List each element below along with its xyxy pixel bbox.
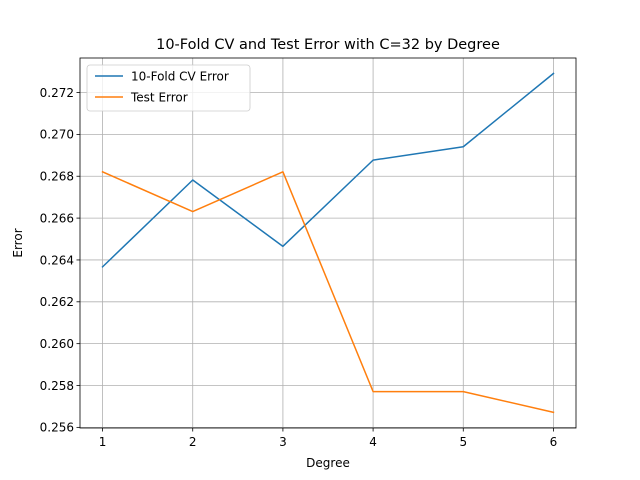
y-tick-label: 0.270	[40, 128, 74, 142]
x-tick-label: 1	[99, 435, 107, 449]
legend-frame	[86, 64, 251, 112]
x-tick-label: 2	[189, 435, 197, 449]
legend-label-test-error: Test Error	[130, 90, 188, 104]
y-tick-label: 0.268	[40, 170, 74, 184]
chart-title: 10-Fold CV and Test Error with C=32 by D…	[156, 37, 500, 53]
series-line-test-error	[101, 170, 555, 414]
y-tick-label: 0.264	[40, 253, 74, 267]
y-tick-label: 0.260	[40, 337, 74, 351]
legend-label-10-fold-cv-error: 10-Fold CV Error	[131, 69, 229, 83]
series-line-10-fold-cv-error	[101, 72, 555, 268]
y-tick-label: 0.272	[40, 86, 74, 100]
y-axis: 0.256 0.258 0.260 0.262 0.264 0.266 0.268 0.270…	[40, 86, 80, 435]
x-axis: 1 2 3 4 5 6	[99, 428, 558, 449]
grid-lines	[80, 58, 576, 428]
y-tick-label: 0.256	[40, 421, 74, 435]
plot-frame	[79, 57, 577, 429]
y-tick-label: 0.258	[40, 379, 74, 393]
series-lines	[101, 72, 555, 414]
y-tick-label: 0.262	[40, 295, 74, 309]
x-tick-label: 3	[279, 435, 287, 449]
y-tick-label: 0.266	[40, 211, 74, 225]
x-tick-label: 6	[550, 435, 558, 449]
x-axis-title: Degree	[306, 456, 350, 470]
plot-area	[80, 58, 576, 428]
y-axis-title: Error	[11, 228, 25, 257]
x-tick-label: 4	[369, 435, 377, 449]
legend: 10-Fold CV Error Test Error	[86, 64, 251, 112]
x-tick-label: 5	[459, 435, 467, 449]
